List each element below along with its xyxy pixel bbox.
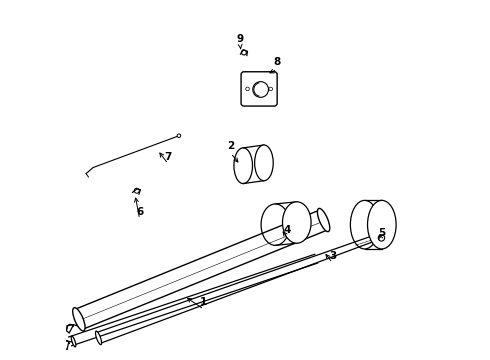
Text: 3: 3 bbox=[329, 251, 336, 261]
Text: 7: 7 bbox=[165, 152, 172, 162]
Text: 4: 4 bbox=[283, 225, 291, 235]
Text: 6: 6 bbox=[136, 207, 143, 217]
Circle shape bbox=[253, 82, 269, 97]
Ellipse shape bbox=[255, 145, 273, 181]
Ellipse shape bbox=[96, 331, 101, 345]
Ellipse shape bbox=[73, 308, 85, 331]
Text: 2: 2 bbox=[227, 141, 234, 151]
Text: 1: 1 bbox=[200, 297, 208, 307]
Ellipse shape bbox=[318, 208, 330, 231]
Text: 5: 5 bbox=[378, 228, 385, 238]
Text: 9: 9 bbox=[237, 34, 244, 44]
Circle shape bbox=[378, 235, 385, 241]
FancyBboxPatch shape bbox=[241, 72, 277, 106]
Text: 8: 8 bbox=[273, 57, 281, 67]
Ellipse shape bbox=[71, 336, 76, 347]
Ellipse shape bbox=[368, 201, 396, 249]
Ellipse shape bbox=[283, 202, 311, 243]
